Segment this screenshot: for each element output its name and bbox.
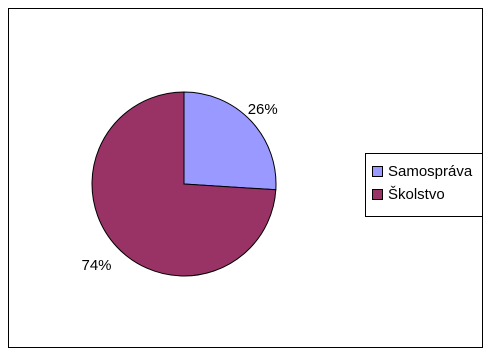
pie-label-samosprava: 26%: [248, 101, 278, 118]
pie-slice-samosprava: [183, 91, 277, 191]
legend-item-samosprava: Samospráva: [372, 160, 482, 183]
chart-legend: Samospráva Školstvo: [365, 153, 483, 217]
pie-slice-skolstvo: [91, 91, 277, 277]
legend-swatch-skolstvo: [372, 189, 383, 200]
legend-swatch-samosprava: [372, 166, 383, 177]
pie-label-skolstvo: 74%: [82, 257, 112, 274]
legend-label-samosprava: Samospráva: [388, 163, 473, 180]
legend-label-skolstvo: Školstvo: [388, 186, 445, 203]
legend-item-skolstvo: Školstvo: [372, 183, 482, 206]
